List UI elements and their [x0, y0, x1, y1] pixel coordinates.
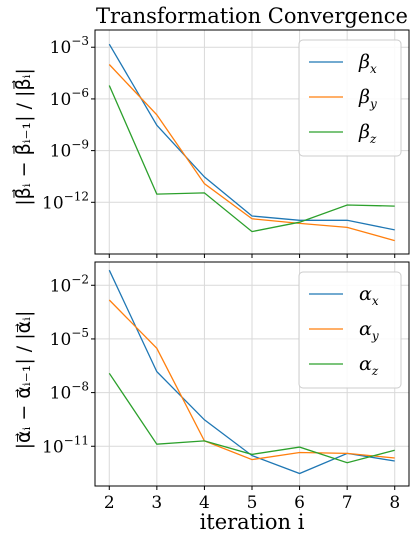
alpha-ylabel: |α⃗ᵢ − α⃗ᵢ₋₁| / |α⃗ᵢ| [13, 311, 35, 450]
y-tick-label: 10−6 [50, 86, 89, 110]
y-tick-label: 10−12 [42, 189, 89, 213]
legend-label-y: αy [359, 318, 379, 343]
chart-title: Transformation Convergence [96, 4, 408, 28]
beta-panel: 10−3 10−6 10−9 10−12 βx βy βz [42, 29, 410, 258]
x-tick-label: 5 [247, 493, 258, 513]
y-tick-label: 10−9 [50, 138, 89, 162]
series-line-β-z [108, 85, 395, 233]
legend-box [298, 39, 402, 157]
legend-box [298, 271, 402, 389]
legend-label-z: βz [358, 121, 377, 146]
alpha-panel: 10−2 10−5 10−8 10−11 2 3 4 5 6 7 8 αx αy αz [42, 261, 410, 513]
series-line-α-z [108, 372, 395, 464]
beta-ylabel: |β⃗ᵢ − β⃗ᵢ₋₁| / |β⃗ᵢ| [12, 68, 35, 206]
x-tick-label: 8 [389, 493, 400, 513]
legend-label-z: αz [359, 353, 379, 378]
x-tick-label: 7 [342, 493, 353, 513]
legend-label-x: αx [359, 283, 379, 308]
legend-label-y: βy [358, 86, 377, 111]
x-axis-title: iteration i [200, 510, 305, 534]
series-line-β-x [108, 43, 395, 231]
x-tick-label: 2 [104, 493, 115, 513]
y-tick-label: 10−8 [50, 380, 89, 404]
x-tick-label: 3 [151, 493, 162, 513]
x-tick-label: 6 [294, 493, 305, 513]
y-tick-label: 10−3 [50, 34, 89, 58]
legend-label-x: βx [358, 51, 377, 76]
x-tick-label: 4 [199, 493, 210, 513]
y-tick-label: 10−11 [42, 433, 89, 457]
y-tick-label: 10−2 [50, 272, 89, 296]
series-line-α-y [108, 299, 395, 461]
y-tick-label: 10−5 [50, 326, 89, 350]
series-line-β-y [108, 64, 395, 242]
